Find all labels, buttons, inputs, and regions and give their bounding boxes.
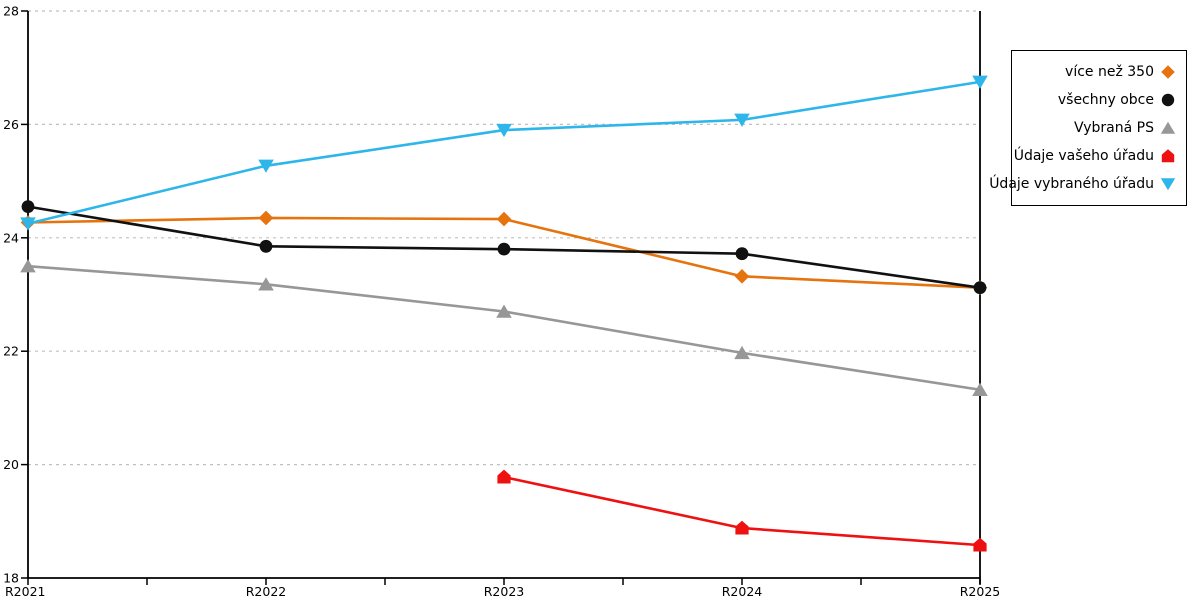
series-line-2 [26, 264, 982, 392]
marker-pentagon-icon [735, 520, 749, 535]
marker-triangle-up-icon [972, 382, 988, 396]
legend-item: Údaje vašeho úřadu [1014, 142, 1176, 170]
legend-item: všechny obce [1022, 86, 1176, 114]
y-tick-label: 24 [3, 230, 19, 245]
y-tick-label: 20 [3, 457, 19, 472]
marker-triangle-up-icon [258, 277, 274, 291]
marker-pentagon-icon [973, 537, 987, 552]
legend-marker-diamond-icon [1160, 64, 1176, 80]
y-tick-label: 26 [3, 117, 19, 132]
legend-label: Údaje vašeho úřadu [1013, 148, 1154, 164]
marker-triangle-up-icon [734, 345, 750, 360]
legend-item: Vybraná PS [1022, 114, 1176, 142]
legend-marker-triangle-up-icon [1160, 120, 1176, 136]
marker-pentagon-icon [497, 469, 511, 484]
legend-label: Údaje vybraného úřadu [989, 176, 1154, 192]
marker-triangle-up-icon [496, 304, 512, 318]
marker-circle-icon [21, 200, 35, 214]
marker-triangle-down-icon [496, 123, 512, 138]
marker-circle-icon [497, 242, 511, 256]
legend-marker-pentagon-icon [1160, 148, 1176, 164]
marker-triangle-down-icon [258, 159, 274, 173]
marker-diamond-icon [496, 211, 512, 227]
legend-label: všechny obce [1057, 92, 1154, 108]
marker-diamond-icon [258, 210, 274, 226]
marker-triangle-down-icon [734, 113, 750, 127]
series-line-4 [26, 80, 982, 225]
marker-triangle-up-icon [20, 259, 36, 273]
x-tick-label: R2022 [246, 584, 287, 599]
y-tick-label: 18 [3, 571, 19, 586]
marker-diamond-icon [734, 269, 750, 284]
legend-label: Vybraná PS [1074, 120, 1154, 136]
series-line-3 [502, 475, 982, 547]
x-tick-label: R2021 [5, 584, 46, 599]
marker-circle-icon [259, 239, 273, 253]
x-tick-label: R2023 [484, 584, 525, 599]
legend-marker-triangle-down-icon [1160, 176, 1176, 192]
marker-circle-icon [735, 247, 749, 261]
legend-item: více než 350 [1022, 58, 1176, 86]
legend-item: Údaje vybraného úřadu [989, 170, 1176, 198]
x-tick-label: R2024 [722, 584, 763, 599]
marker-circle-icon [973, 281, 987, 295]
x-tick-label: R2025 [960, 584, 1001, 599]
marker-triangle-down-icon [20, 217, 36, 231]
legend-marker-circle-icon [1160, 92, 1176, 108]
legend: více než 350 všechny obce Vybraná PS Úda… [989, 50, 1187, 206]
y-tick-label: 28 [3, 4, 19, 19]
y-tick-label: 22 [3, 344, 19, 359]
marker-triangle-down-icon [972, 75, 988, 89]
legend-label: více než 350 [1065, 64, 1154, 80]
